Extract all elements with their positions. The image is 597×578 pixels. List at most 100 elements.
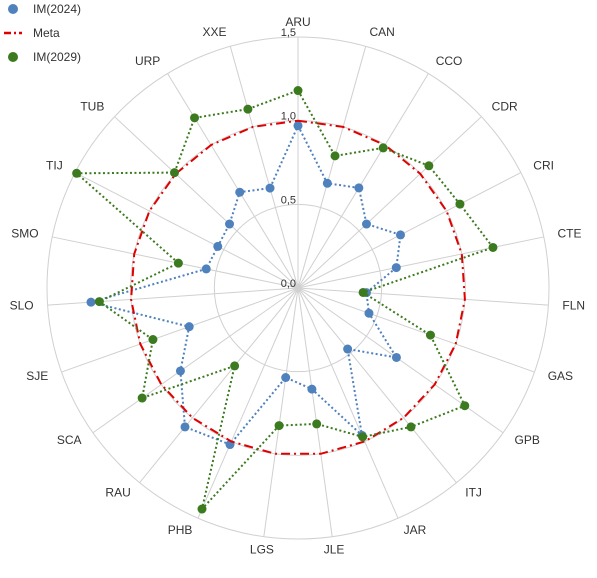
category-label: XXE xyxy=(202,25,226,39)
data-point xyxy=(201,264,211,274)
series-layer xyxy=(72,86,498,514)
data-point xyxy=(230,361,240,371)
grid-spoke xyxy=(197,287,299,519)
data-point xyxy=(425,330,435,340)
data-point xyxy=(175,366,185,376)
category-label: SCA xyxy=(57,433,82,447)
data-point xyxy=(330,151,340,161)
grid-spoke xyxy=(92,287,299,434)
category-label: CTE xyxy=(557,226,581,240)
grid-spoke xyxy=(229,46,299,289)
data-point xyxy=(72,168,82,178)
legend-label: Meta xyxy=(33,26,60,40)
data-point xyxy=(424,161,434,171)
category-label: JLE xyxy=(324,543,345,557)
data-point xyxy=(354,183,364,193)
legend: IM(2024) Meta IM(2029) xyxy=(4,2,81,64)
category-label: SJE xyxy=(26,369,48,383)
series-im-2029 xyxy=(72,86,498,514)
category-label: SLO xyxy=(10,298,34,312)
grid-spoke xyxy=(297,287,549,306)
series-line xyxy=(130,119,466,455)
grid-spoke xyxy=(297,46,367,289)
series-im-2024 xyxy=(86,121,406,450)
category-label: ARU xyxy=(285,15,310,29)
data-point xyxy=(274,421,284,431)
data-point xyxy=(94,297,104,307)
data-point xyxy=(460,401,470,411)
category-label: PHB xyxy=(168,523,193,537)
category-label: CDR xyxy=(492,99,518,113)
data-point xyxy=(137,393,147,403)
grid-spoke xyxy=(297,287,333,537)
grid-spoke xyxy=(297,287,457,484)
category-label: URP xyxy=(135,54,160,68)
radar-grid xyxy=(46,36,550,540)
series-line xyxy=(87,123,402,446)
grid-spoke xyxy=(114,116,299,289)
grid-spoke xyxy=(47,287,299,306)
data-point xyxy=(293,121,303,131)
grid-spoke xyxy=(297,287,535,373)
category-label: LGS xyxy=(250,543,274,557)
data-point xyxy=(148,335,158,345)
category-labels: ARU CAN CCO CDR CRI CTE FLN GAS GPB ITJ JAR JLE LGS P… xyxy=(10,15,585,557)
series-meta xyxy=(130,119,466,455)
tick-label: 1,0 xyxy=(281,111,296,123)
grid-spoke xyxy=(61,287,299,373)
data-point xyxy=(361,219,371,229)
data-point xyxy=(293,86,303,96)
category-label: JAR xyxy=(404,523,427,537)
radial-tick-labels: 0,0 0,5 1,0 1,5 xyxy=(281,27,296,290)
data-point xyxy=(364,308,374,318)
data-point xyxy=(358,287,368,297)
category-label: CAN xyxy=(369,25,394,39)
data-point xyxy=(213,241,223,251)
category-label: GAS xyxy=(548,369,573,383)
category-label: CRI xyxy=(533,158,554,172)
category-label: RAU xyxy=(105,486,130,500)
data-point xyxy=(406,422,416,432)
data-point xyxy=(190,113,200,123)
category-label: FLN xyxy=(562,298,585,312)
data-point xyxy=(391,263,401,273)
grid-spoke xyxy=(297,287,504,434)
data-point xyxy=(281,373,291,383)
grid-spoke xyxy=(297,172,522,289)
data-point xyxy=(391,352,401,362)
data-point xyxy=(180,422,190,432)
data-point xyxy=(169,168,179,178)
data-point xyxy=(173,258,183,268)
data-point xyxy=(378,143,388,153)
data-point xyxy=(455,199,465,209)
data-point xyxy=(243,104,253,114)
data-point xyxy=(322,178,332,188)
category-label: GPB xyxy=(514,433,539,447)
category-label: CCO xyxy=(436,54,463,68)
legend-swatch xyxy=(8,52,18,62)
tick-label: 0,5 xyxy=(281,194,296,206)
data-point xyxy=(488,242,498,252)
legend-label: IM(2024) xyxy=(33,2,81,16)
data-point xyxy=(225,219,235,229)
data-point xyxy=(358,432,368,442)
category-label: TUB xyxy=(80,99,104,113)
grid-spoke xyxy=(139,287,299,484)
grid-spoke xyxy=(74,172,299,289)
data-point xyxy=(307,384,317,394)
tick-label: 0,0 xyxy=(281,278,296,290)
data-point xyxy=(184,322,194,332)
category-label: ITJ xyxy=(465,486,482,500)
grid-spoke xyxy=(167,73,299,289)
tick-label: 1,5 xyxy=(281,27,296,39)
grid-spoke xyxy=(297,73,429,289)
data-point xyxy=(396,230,406,240)
data-point xyxy=(197,504,207,514)
data-point xyxy=(235,187,245,197)
grid-spoke xyxy=(297,116,482,289)
category-label: SMO xyxy=(11,226,38,240)
data-point xyxy=(86,297,96,307)
category-label: TIJ xyxy=(46,158,63,172)
grid-spoke xyxy=(263,287,299,537)
